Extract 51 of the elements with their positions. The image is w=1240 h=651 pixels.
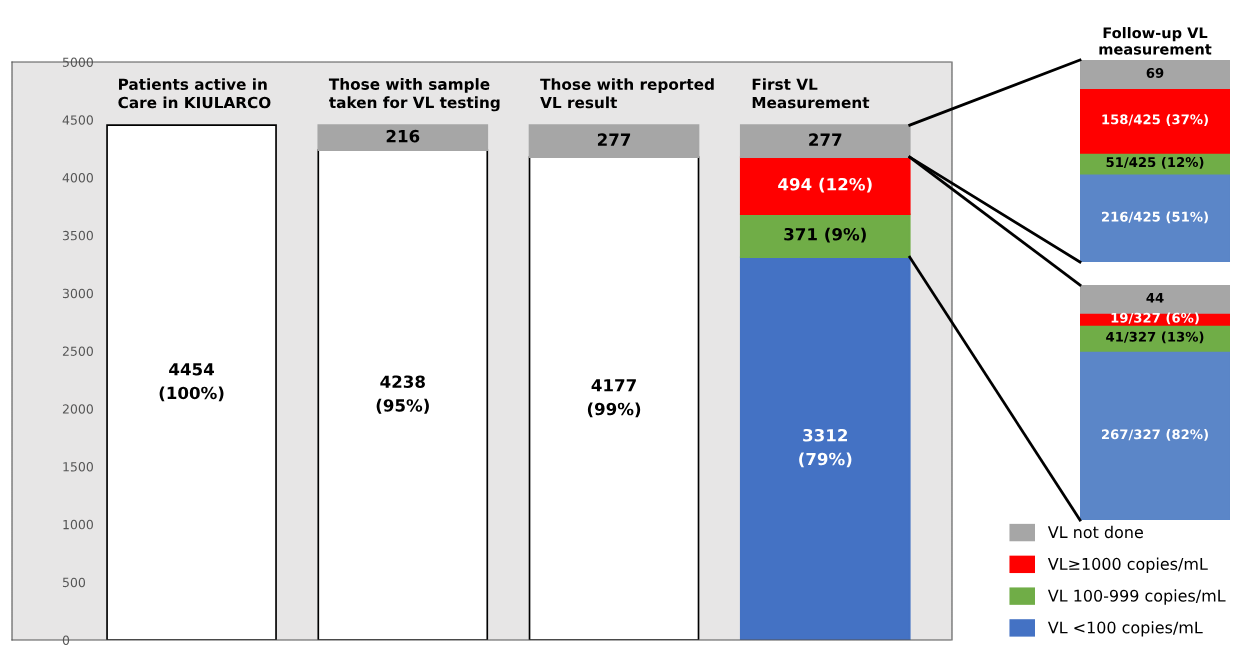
x-tick-label: Those with reported VL result	[540, 78, 714, 109]
y-tick-label: 3000	[62, 288, 93, 299]
data-label: 371 (9%)	[784, 227, 866, 243]
x-tick-label: Patients active in Care in KIULARCO	[118, 78, 271, 109]
y-tick-label: 2500	[62, 346, 93, 356]
bar	[1080, 60, 1230, 90]
data-label: 4238 (95%)	[376, 375, 429, 414]
bar	[317, 124, 489, 151]
y-tick-label: 4000	[62, 173, 93, 183]
legend-label: VL 100-999 copies/mL	[1047, 589, 1226, 605]
legend-label: VL≥1000 copies/mL	[1047, 557, 1208, 574]
bar	[528, 124, 700, 158]
y-tick-label: 1000	[63, 519, 93, 530]
legend-label: VL <100 copies/mL	[1047, 621, 1203, 637]
data-label: 3312 (79%)	[799, 428, 852, 468]
bar	[739, 213, 911, 258]
data-label: 158/425 (37%)	[1102, 114, 1208, 126]
data-label: 216	[386, 129, 420, 143]
bar	[317, 149, 489, 640]
data-label: 41/327 (13%)	[1106, 331, 1204, 344]
bar	[1080, 350, 1230, 520]
y-tick-label: 2000	[62, 404, 93, 414]
legend-label: VL not done	[1047, 525, 1143, 539]
data-label: 267/327 (82%)	[1101, 429, 1208, 441]
y-tick-label: 0	[62, 635, 70, 645]
data-label: 216/425 (51%)	[1101, 211, 1208, 224]
bar	[528, 156, 700, 640]
data-label: 44	[1146, 292, 1164, 303]
bar	[739, 156, 911, 216]
data-label: 4177 (99%)	[587, 379, 641, 418]
data-label: 4454 (100%)	[159, 363, 224, 402]
y-tick-label: 1500	[63, 462, 93, 472]
y-tick-label: 500	[62, 577, 86, 588]
data-label: 19/327 (6%)	[1111, 312, 1199, 325]
y-tick-label: 4500	[62, 115, 93, 125]
y-tick-label: 3500	[62, 230, 93, 241]
bar	[106, 124, 277, 640]
bar	[739, 124, 911, 158]
x-tick-label: First VL Measurement	[752, 78, 870, 109]
data-label: 69	[1146, 67, 1164, 78]
data-label: 494 (12%)	[778, 177, 872, 193]
x-tick-label: Those with sample taken for VL testing	[328, 78, 500, 112]
bar	[739, 256, 911, 640]
data-label: 277	[809, 133, 842, 146]
data-label: 277	[597, 133, 631, 146]
data-label: 51/425 (12%)	[1106, 156, 1204, 169]
chart-title: Follow-up VL measurement	[1099, 27, 1212, 55]
y-tick-label: 5000	[62, 57, 93, 67]
bar	[1080, 172, 1230, 262]
bar	[1080, 285, 1230, 314]
bar	[1080, 87, 1230, 154]
